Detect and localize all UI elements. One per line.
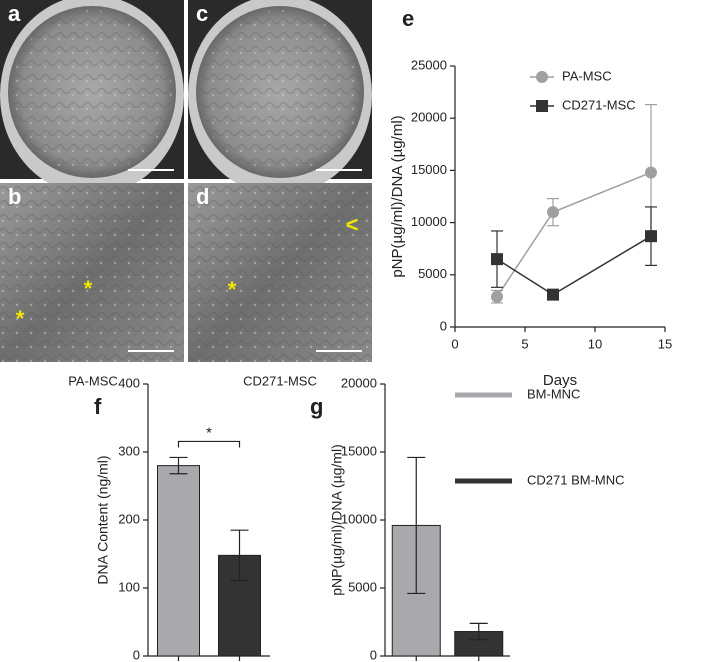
y-tick-label: 20000 — [411, 110, 447, 125]
image-caption: PA-MSC — [68, 373, 118, 388]
panel-letter: g — [310, 394, 323, 419]
image-marker: * — [228, 277, 237, 302]
x-tick-label: 10 — [588, 336, 602, 351]
scaffold-texture — [12, 10, 172, 174]
panel-letter: f — [94, 394, 102, 419]
image-marker: * — [84, 276, 93, 301]
bar — [157, 465, 200, 657]
legend-label: PA-MSC — [562, 68, 612, 83]
y-tick-label: 400 — [118, 375, 140, 390]
error-bar — [469, 622, 488, 641]
legend-marker — [536, 71, 548, 83]
x-tick-label: 5 — [521, 336, 528, 351]
data-point — [645, 166, 657, 179]
image-caption: CD271-MSC — [243, 373, 317, 388]
x-tick-label: 0 — [451, 336, 458, 351]
y-tick-label: 0 — [370, 647, 377, 662]
y-tick-label: 15000 — [341, 443, 377, 458]
sem-texture — [188, 183, 372, 362]
y-axis-label: pNP(µg/ml)/DNA (µg/ml) — [329, 444, 345, 595]
data-point — [491, 253, 503, 266]
sem-texture — [0, 183, 184, 362]
data-point — [491, 290, 503, 303]
y-axis-label: pNP(µg/ml)/DNA (µg/ml) — [389, 115, 406, 277]
error-bar — [230, 529, 249, 582]
significance-bracket — [177, 440, 241, 448]
y-tick-label: 300 — [118, 443, 140, 458]
series-line — [496, 235, 652, 296]
y-tick-label: 0 — [440, 318, 447, 333]
data-point — [547, 206, 559, 219]
x-tick-label: 15 — [658, 336, 672, 351]
y-tick-label: 10000 — [411, 214, 447, 229]
series-line — [496, 171, 652, 298]
y-tick-label: 10000 — [341, 511, 377, 526]
y-tick-label: 100 — [118, 579, 140, 594]
data-point — [547, 288, 559, 301]
y-tick-label: 15000 — [411, 162, 447, 177]
scaffold-texture — [200, 10, 360, 174]
legend-marker — [536, 100, 548, 112]
y-axis-label: DNA Content (ng/ml) — [95, 455, 111, 584]
panel-letter: e — [402, 6, 414, 31]
y-tick-label: 0 — [133, 647, 140, 662]
panel-letter: d — [196, 184, 209, 209]
error-bar — [169, 456, 188, 475]
image-marker: * — [16, 306, 25, 331]
x-axis-label: Days — [543, 372, 577, 389]
panel-letter: c — [196, 1, 208, 26]
panel-letter: b — [8, 184, 21, 209]
y-tick-label: 200 — [118, 511, 140, 526]
legend-label: BM-MNC — [527, 386, 580, 401]
image-marker: < — [346, 212, 359, 237]
significance-label: * — [206, 424, 212, 441]
error-bar — [407, 456, 426, 595]
y-tick-label: 5000 — [348, 579, 377, 594]
y-tick-label: 25000 — [411, 57, 447, 72]
legend-label: CD271-MSC — [562, 97, 636, 112]
y-tick-label: 20000 — [341, 375, 377, 390]
legend-label: CD271 BM-MNC — [527, 472, 625, 487]
y-tick-label: 5000 — [418, 266, 447, 281]
data-point — [645, 230, 657, 243]
panel-letter: a — [8, 1, 21, 26]
